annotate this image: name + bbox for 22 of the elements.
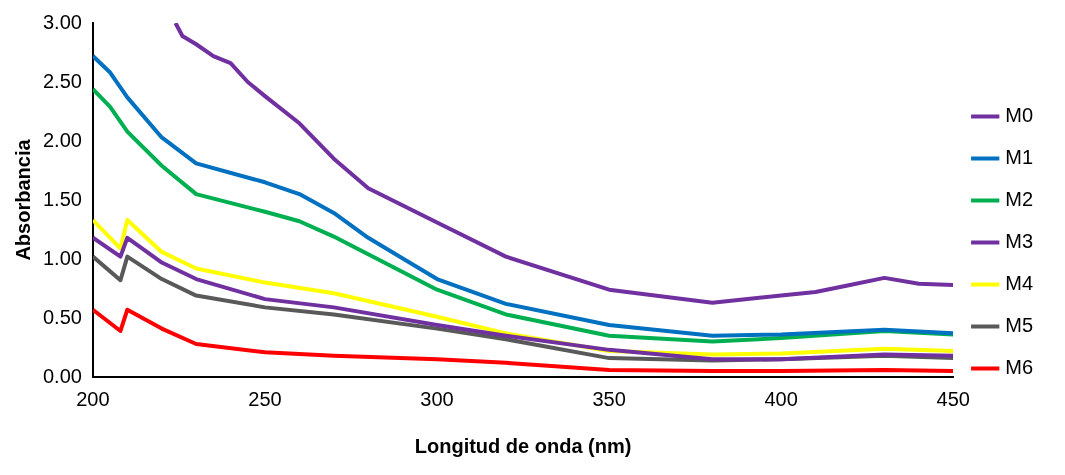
y-tick-label: 2.50 [42,69,82,92]
y-tick-label: 2.00 [42,128,82,151]
x-tick-label: 350 [592,387,626,410]
y-tick-label: 1.00 [42,246,82,269]
legend-label: M5 [1005,314,1034,337]
legend-label: M2 [1005,188,1034,211]
x-tick-label: 400 [764,387,798,410]
y-axis-title: Absorbancia [11,138,34,261]
x-tick-label: 300 [420,387,454,410]
x-tick-label: 250 [248,387,282,410]
y-tick-label: 1.50 [42,187,82,210]
legend-label: M0 [1005,104,1034,127]
x-tick-label: 450 [936,387,970,410]
y-tick-label: 0.00 [42,364,82,387]
legend-label: M3 [1005,230,1034,253]
legend-label: M6 [1005,356,1034,379]
y-tick-label: 3.00 [42,10,82,33]
y-tick-label: 0.50 [42,305,82,328]
x-axis-title: Longitud de onda (nm) [414,434,632,457]
legend-label: M4 [1005,272,1034,295]
legend-label: M1 [1005,146,1034,169]
x-tick-label: 200 [76,387,110,410]
